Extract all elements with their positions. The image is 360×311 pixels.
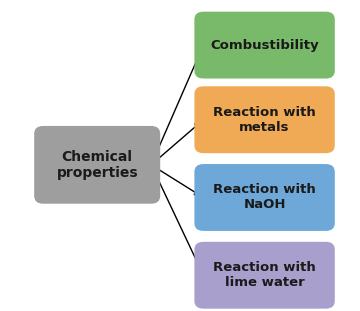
Text: Reaction with
metals: Reaction with metals [213,106,316,134]
Text: Reaction with
lime water: Reaction with lime water [213,261,316,289]
FancyBboxPatch shape [194,242,335,309]
FancyBboxPatch shape [34,126,160,204]
FancyBboxPatch shape [194,12,335,79]
FancyBboxPatch shape [194,86,335,153]
FancyBboxPatch shape [194,164,335,231]
Text: Combustibility: Combustibility [210,39,319,52]
Text: Reaction with
NaOH: Reaction with NaOH [213,183,316,211]
Text: Chemical
properties: Chemical properties [57,150,138,180]
